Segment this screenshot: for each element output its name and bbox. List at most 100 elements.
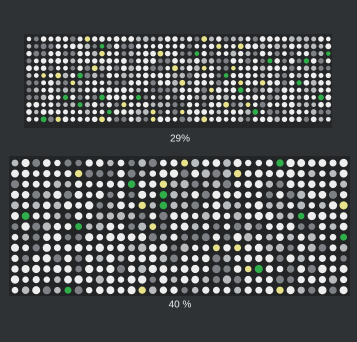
well bbox=[33, 58, 39, 64]
well bbox=[340, 180, 348, 188]
well bbox=[245, 58, 251, 64]
well bbox=[325, 116, 331, 122]
well bbox=[85, 233, 94, 242]
well bbox=[32, 222, 41, 231]
well bbox=[11, 169, 19, 178]
well bbox=[85, 180, 93, 188]
well bbox=[48, 87, 54, 93]
well bbox=[308, 180, 316, 188]
well bbox=[201, 233, 210, 242]
well bbox=[222, 180, 232, 189]
well bbox=[143, 87, 149, 93]
well bbox=[233, 265, 242, 273]
well bbox=[172, 50, 178, 57]
well bbox=[106, 286, 115, 295]
well bbox=[289, 72, 295, 79]
well bbox=[77, 43, 83, 50]
well bbox=[329, 265, 337, 273]
well bbox=[53, 222, 62, 231]
well bbox=[311, 65, 317, 71]
well bbox=[26, 73, 32, 78]
well bbox=[106, 58, 113, 64]
well bbox=[75, 201, 83, 209]
well bbox=[169, 169, 179, 178]
well bbox=[138, 159, 147, 167]
well bbox=[237, 94, 244, 101]
well bbox=[296, 58, 302, 64]
well bbox=[201, 109, 208, 115]
well bbox=[223, 79, 229, 86]
well bbox=[33, 65, 39, 71]
well bbox=[26, 65, 32, 72]
well bbox=[32, 180, 40, 188]
well bbox=[69, 36, 76, 42]
well bbox=[70, 80, 76, 86]
well bbox=[95, 190, 104, 199]
well bbox=[254, 169, 263, 178]
well bbox=[212, 254, 221, 263]
well bbox=[170, 244, 178, 252]
well bbox=[209, 87, 214, 93]
well bbox=[70, 116, 76, 122]
well bbox=[245, 94, 251, 100]
well bbox=[329, 255, 337, 262]
well bbox=[187, 80, 192, 86]
well bbox=[32, 233, 40, 241]
well bbox=[106, 116, 112, 122]
well bbox=[113, 109, 120, 115]
well bbox=[116, 264, 126, 274]
well bbox=[11, 233, 19, 241]
well bbox=[74, 243, 83, 252]
well bbox=[201, 72, 208, 79]
well bbox=[77, 102, 83, 108]
well bbox=[244, 286, 252, 294]
well bbox=[21, 169, 30, 178]
well bbox=[48, 65, 54, 71]
well bbox=[202, 223, 210, 231]
well bbox=[252, 58, 258, 64]
well bbox=[48, 73, 54, 78]
well bbox=[307, 243, 316, 252]
well bbox=[172, 43, 178, 49]
well bbox=[303, 102, 309, 108]
well bbox=[201, 80, 207, 86]
well bbox=[99, 73, 105, 78]
well bbox=[325, 87, 331, 93]
well bbox=[265, 286, 274, 295]
well bbox=[165, 102, 171, 108]
well bbox=[259, 50, 266, 57]
well bbox=[276, 180, 284, 188]
well bbox=[213, 223, 220, 230]
well bbox=[41, 73, 46, 78]
well bbox=[212, 201, 221, 210]
well bbox=[274, 109, 280, 115]
well bbox=[77, 109, 83, 115]
well bbox=[181, 286, 188, 294]
well bbox=[215, 116, 222, 123]
well bbox=[255, 286, 263, 294]
well bbox=[22, 233, 30, 241]
well bbox=[281, 101, 288, 108]
well bbox=[230, 87, 237, 93]
well bbox=[106, 212, 115, 220]
well bbox=[99, 116, 105, 123]
well bbox=[138, 286, 146, 294]
well bbox=[238, 80, 244, 86]
well bbox=[150, 72, 156, 79]
well bbox=[286, 222, 295, 231]
well bbox=[150, 65, 156, 72]
well bbox=[92, 109, 98, 115]
well bbox=[216, 43, 222, 49]
well bbox=[245, 36, 251, 42]
well bbox=[172, 117, 178, 122]
well bbox=[252, 109, 259, 115]
well bbox=[194, 51, 200, 56]
well bbox=[194, 116, 200, 123]
well bbox=[233, 222, 242, 231]
well bbox=[297, 286, 305, 294]
well bbox=[148, 264, 157, 274]
well bbox=[92, 80, 98, 86]
well bbox=[63, 65, 68, 71]
well bbox=[230, 80, 237, 86]
well bbox=[159, 190, 168, 199]
